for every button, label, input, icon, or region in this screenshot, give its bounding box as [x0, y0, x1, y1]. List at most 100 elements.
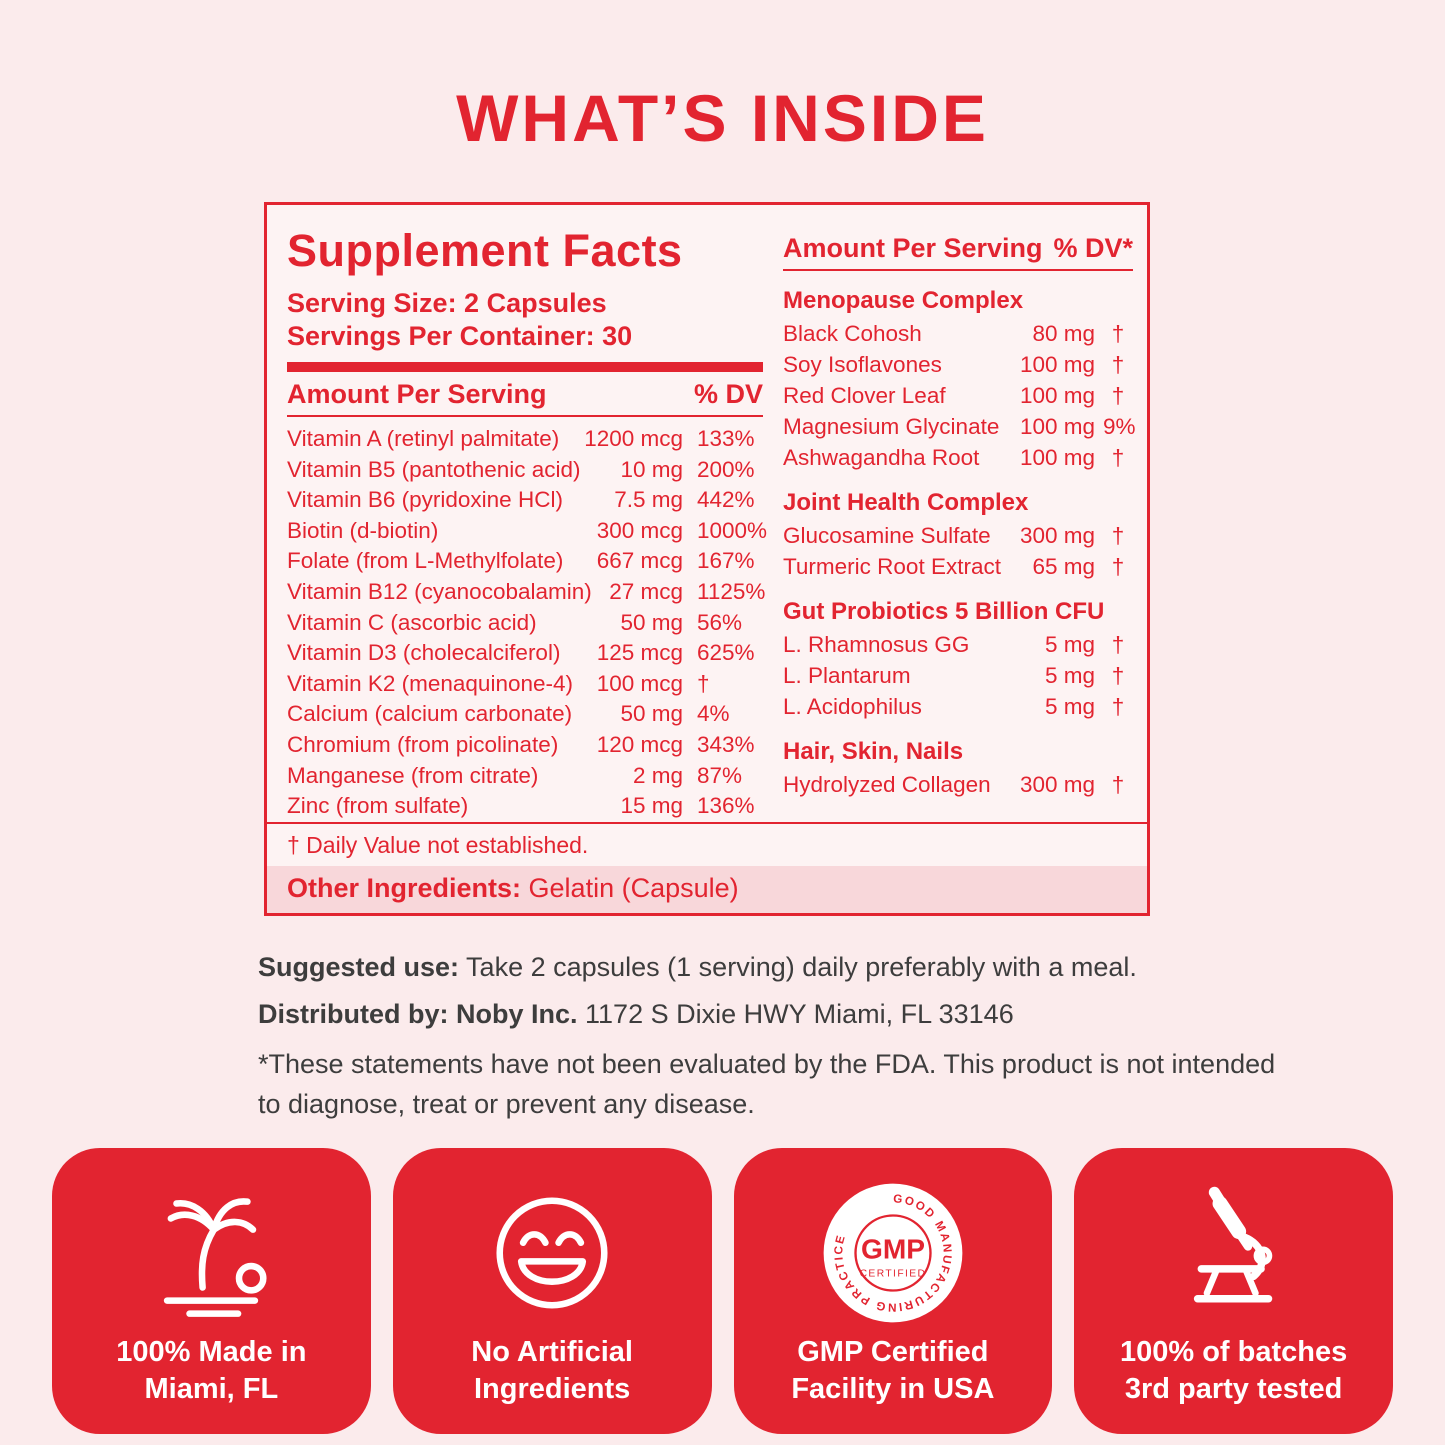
ingredient-amount: 100 mg: [1019, 445, 1095, 470]
nutrient-name: Manganese (from citrate): [287, 762, 539, 788]
nutrient-dv: 167%: [697, 548, 755, 574]
ingredient-amount: 100 mg: [1019, 383, 1095, 408]
panel-columns: Supplement Facts Serving Size: 2 Capsule…: [267, 205, 1147, 822]
ingredient-name: Magnesium Glycinate: [783, 414, 1000, 439]
nutrient-amount: 2 mg: [632, 762, 683, 788]
microscope-icon: [1164, 1172, 1304, 1334]
nutrient-name: Vitamin B6 (pyridoxine HCl): [287, 487, 563, 513]
nutrient-amount: 27 mcg: [609, 578, 683, 604]
nutrient-amount: 100 mcg: [596, 670, 683, 696]
group-title: Joint Health Complex: [783, 489, 1029, 516]
nutrient-name: Folate (from L-Methylfolate): [287, 548, 564, 574]
group-title: Hair, Skin, Nails: [783, 738, 964, 765]
nutrient-amount: 1200 mcg: [584, 426, 683, 451]
group-rows: L. Rhamnosus GG 5 mg † L. Plantarum 5 mg…: [783, 629, 1133, 722]
other-ingredients-value: Gelatin (Capsule): [521, 873, 739, 903]
servings-per-container: Servings Per Container: 30: [287, 321, 633, 351]
facts-left-column: Supplement Facts Serving Size: 2 Capsule…: [287, 221, 768, 822]
group-rows: Hydrolyzed Collagen 300 mg †: [783, 769, 1133, 800]
badge-text: No Artificial Ingredients: [471, 1334, 633, 1408]
ingredient-name: L. Rhamnosus GG: [783, 632, 970, 657]
suggested-use-text: Take 2 capsules (1 serving) daily prefer…: [459, 952, 1137, 982]
nutrient-amount: 7.5 mg: [614, 487, 683, 513]
details-text: Suggested use: Take 2 capsules (1 servin…: [258, 950, 1398, 1137]
ingredient-group: Gut Probiotics 5 Billion CFU L. Rhamnosu…: [783, 597, 1133, 722]
dv-heading: % DV: [693, 379, 763, 409]
amount-per-serving-heading: Amount Per Serving: [287, 379, 547, 409]
other-ingredients-band: Other Ingredients: Gelatin (Capsule): [267, 866, 1147, 913]
ingredient-amount: 5 mg: [1044, 663, 1095, 688]
badge-card-no-artificial: No Artificial Ingredients: [392, 1148, 712, 1434]
ingredient-row: Magnesium Glycinate 100 mg 9%: [783, 411, 1136, 442]
badge-card-third-party-tested: 100% of batches 3rd party tested: [1074, 1148, 1393, 1434]
nutrient-name: Vitamin K2 (menaquinone-4): [287, 670, 573, 696]
serving-size: Serving Size: 2 Capsules: [287, 288, 607, 318]
group-title: Gut Probiotics 5 Billion CFU: [783, 598, 1105, 625]
ingredient-amount: 5 mg: [1044, 632, 1095, 657]
suggested-use-label: Suggested use:: [258, 952, 460, 982]
page-title: WHAT’S INSIDE: [456, 81, 989, 155]
nutrient-row: Vitamin D3 (cholecalciferol) 125 mcg 625…: [287, 638, 763, 669]
nutrient-dv: 442%: [697, 487, 755, 513]
other-ingredients-label: Other Ingredients:: [287, 873, 522, 903]
ingredient-name: Ashwagandha Root: [783, 445, 980, 470]
nutrient-amount: 50 mg: [620, 609, 683, 635]
ingredient-dv: 9%: [1103, 414, 1136, 439]
nutrient-amount: 300 mcg: [596, 517, 683, 543]
ingredient-name: L. Acidophilus: [783, 694, 922, 719]
amount-per-serving-heading: Amount Per Serving: [783, 233, 1043, 263]
nutrient-row: Vitamin K2 (menaquinone-4) 100 mcg †: [287, 669, 763, 700]
ingredient-dv: †: [1111, 694, 1125, 719]
ingredient-dv: †: [1111, 352, 1125, 377]
nutrient-dv: 200%: [697, 456, 755, 482]
left-column-header: Amount Per Serving % DV: [287, 379, 763, 417]
svg-text:GMP: GMP: [861, 1234, 925, 1265]
ingredient-dv: †: [1111, 663, 1125, 688]
ingredient-amount: 100 mg: [1019, 352, 1095, 377]
nutrient-row: Calcium (calcium carbonate) 50 mg 4%: [287, 699, 763, 730]
divider-bar: [287, 362, 763, 372]
ingredient-name: Glucosamine Sulfate: [783, 523, 991, 548]
ingredient-row: Black Cohosh 80 mg †: [783, 318, 1133, 349]
ingredient-name: Black Cohosh: [783, 321, 922, 346]
ingredient-name: Soy Isoflavones: [783, 352, 942, 377]
distributed-by-text: 1172 S Dixie HWY Miami, FL 33146: [577, 999, 1014, 1029]
supplement-facts-panel: Supplement Facts Serving Size: 2 Capsule…: [264, 202, 1150, 916]
badge-card-gmp-certified: GOOD MANUFACTURING PRACTICE GMP CERTIFIE…: [733, 1148, 1053, 1434]
ingredient-row: Turmeric Root Extract 65 mg †: [783, 551, 1133, 582]
ingredient-name: L. Plantarum: [783, 663, 911, 688]
nutrient-row: Vitamin B12 (cyanocobalamin) 27 mcg 1125…: [287, 577, 765, 608]
nutrient-row: Vitamin B6 (pyridoxine HCl) 7.5 mg 442%: [287, 485, 763, 516]
nutrient-row: Vitamin B5 (pantothenic acid) 10 mg 200%: [287, 455, 763, 486]
nutrient-amount: 120 mcg: [596, 731, 683, 757]
ingredient-row: Hydrolyzed Collagen 300 mg †: [783, 769, 1133, 800]
disclaimer-line-1: *These statements have not been evaluate…: [258, 1049, 1276, 1079]
distributed-by-label: Distributed by: Noby Inc.: [258, 999, 578, 1029]
ingredient-row: Ashwagandha Root 100 mg †: [783, 442, 1133, 473]
ingredient-amount: 300 mg: [1019, 523, 1095, 548]
nutrient-row: Manganese (from citrate) 2 mg 87%: [287, 761, 763, 792]
ingredient-name: Turmeric Root Extract: [783, 554, 1001, 579]
ingredient-row: L. Acidophilus 5 mg †: [783, 691, 1133, 722]
nutrient-dv: 625%: [697, 640, 755, 666]
nutrient-amount: 667 mcg: [596, 548, 683, 574]
nutrient-amount: 10 mg: [620, 456, 683, 482]
nutrient-rows: Vitamin A (retinyl palmitate) 1200 mcg 1…: [287, 424, 768, 822]
nutrient-name: Calcium (calcium carbonate): [287, 701, 573, 727]
palm-tree-icon: [141, 1172, 281, 1334]
nutrient-dv: †: [697, 670, 710, 696]
distributed-by-line: Distributed by: Noby Inc. 1172 S Dixie H…: [258, 997, 1398, 1031]
nutrient-row: Chromium (from picolinate) 120 mcg 343%: [287, 730, 763, 761]
nutrient-amount: 125 mcg: [596, 640, 683, 666]
nutrient-dv: 56%: [697, 609, 743, 635]
nutrient-dv: 1000%: [697, 517, 768, 543]
facts-right-column: Amount Per Serving % DV* Menopause Compl…: [783, 221, 1136, 822]
ingredient-amount: 100 mg: [1019, 414, 1095, 439]
nutrient-name: Biotin (d-biotin): [287, 517, 439, 543]
badge-text: GMP Certified Facility in USA: [791, 1334, 994, 1408]
badge-card-made-in-miami: 100% Made in Miami, FL: [52, 1148, 371, 1434]
badge-line-1: No Artificial: [471, 1336, 633, 1368]
nutrient-row: Vitamin A (retinyl palmitate) 1200 mcg 1…: [287, 424, 763, 455]
nutrient-name: Vitamin B5 (pantothenic acid): [287, 456, 581, 482]
